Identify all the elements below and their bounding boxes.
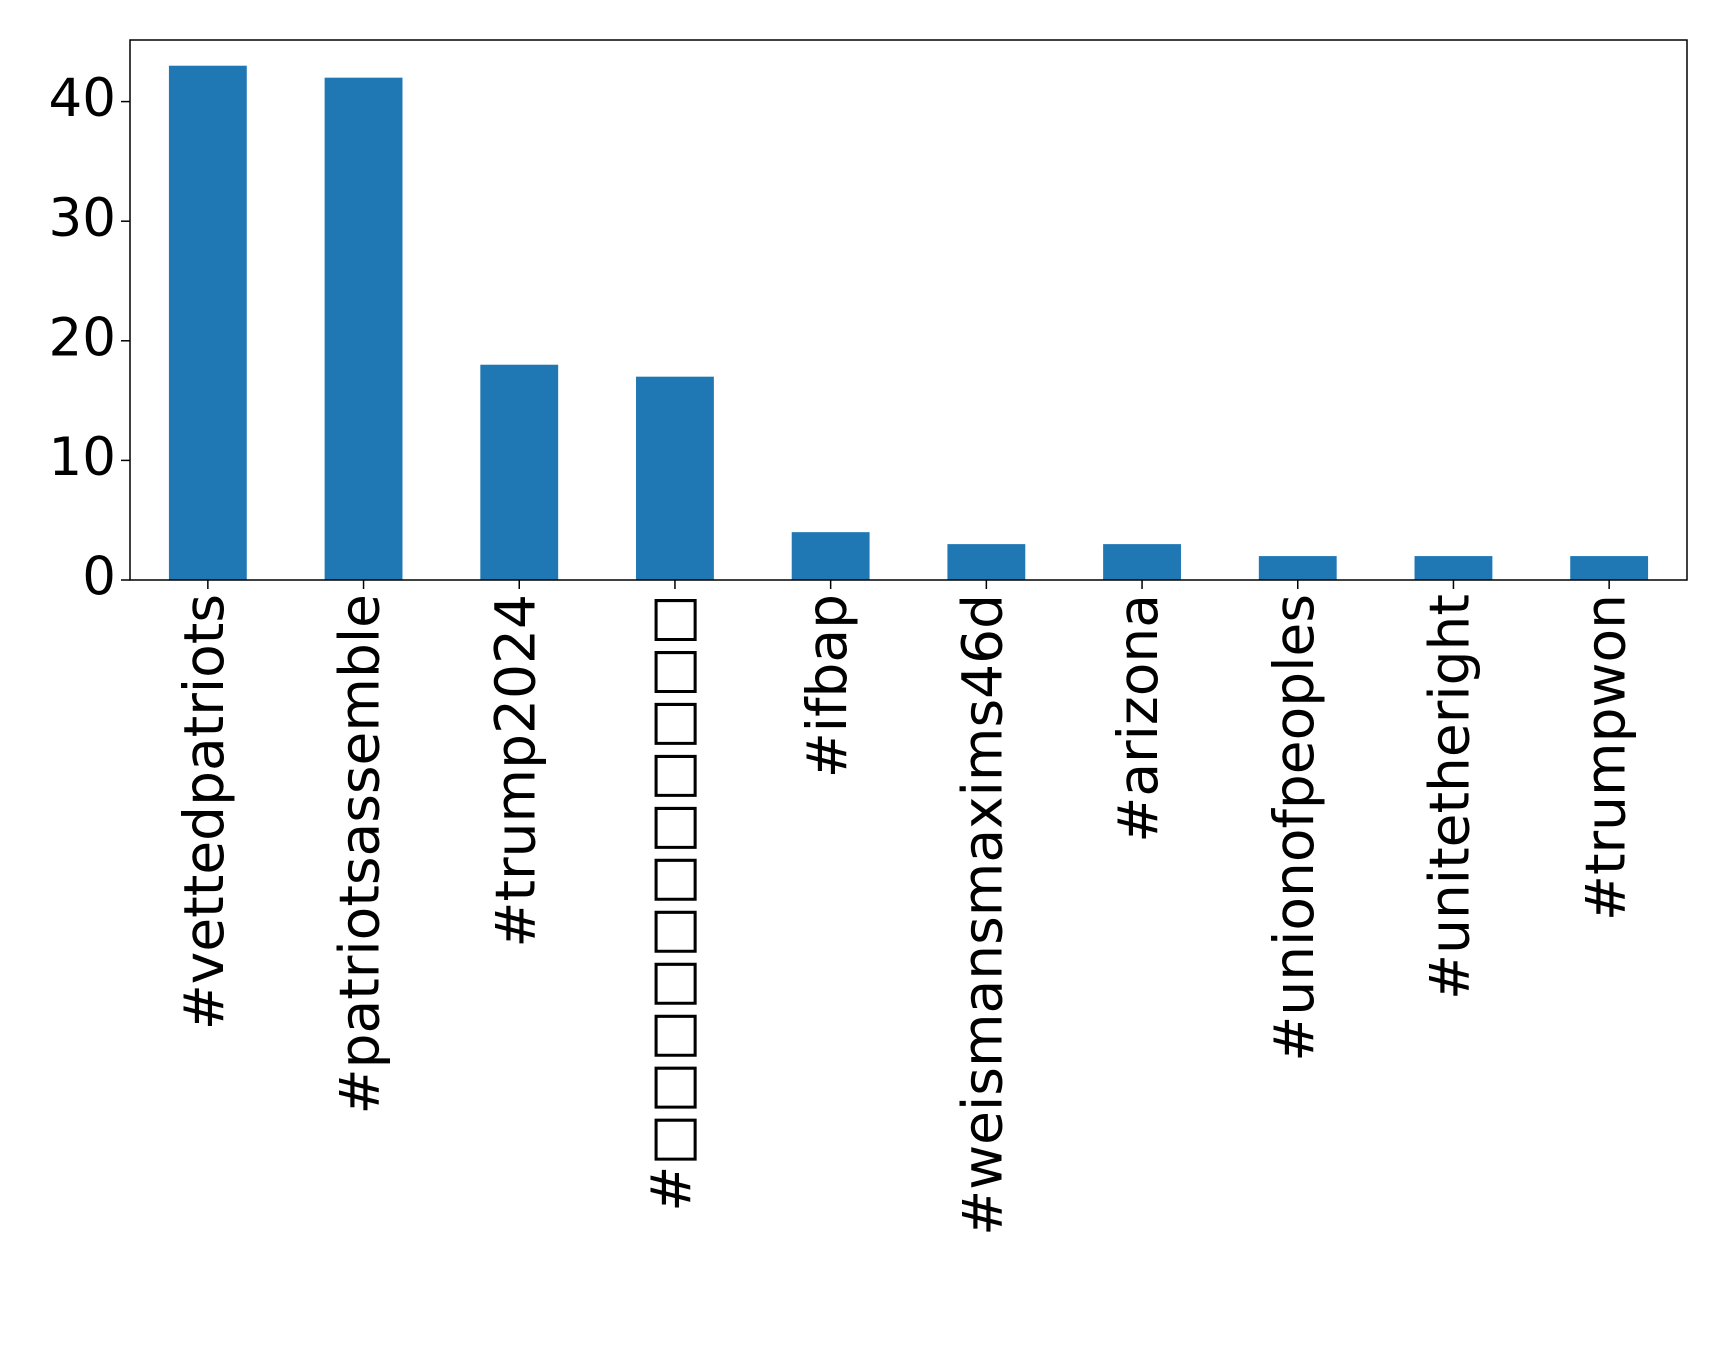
y-tick-label: 0 (82, 547, 116, 608)
x-tick-label: #vettedpatriots (172, 594, 236, 1030)
bar (1103, 544, 1181, 580)
bar (168, 65, 247, 580)
y-tick-label: 30 (49, 188, 116, 249)
bar (791, 532, 870, 580)
x-tick-label: #unionofpeoples (1262, 594, 1326, 1062)
x-tick-label: #arizona (1106, 594, 1170, 843)
plot-frame (129, 39, 1688, 581)
bar (480, 364, 559, 580)
bar (1414, 556, 1493, 580)
y-tick-label: 10 (49, 427, 116, 488)
x-tick-label: #patriotsassemble (328, 594, 392, 1115)
bar (324, 77, 403, 581)
y-tick-label: 40 (49, 68, 116, 129)
bar (1570, 556, 1649, 580)
x-tick-label: #trumpwon (1573, 594, 1637, 921)
x-tick-label: #trump2024 (483, 594, 547, 948)
bar (1258, 556, 1337, 580)
x-tick-label: #ifbap (795, 594, 859, 778)
bar (947, 544, 1026, 580)
x-tick-label: #weismansmaxims46d (950, 594, 1014, 1236)
x-tick-label: #□□□□□□□□□□□ (639, 594, 703, 1212)
bar (636, 376, 714, 580)
y-tick-label: 20 (49, 307, 116, 368)
x-tick-label: #unitetheright (1418, 594, 1482, 1000)
